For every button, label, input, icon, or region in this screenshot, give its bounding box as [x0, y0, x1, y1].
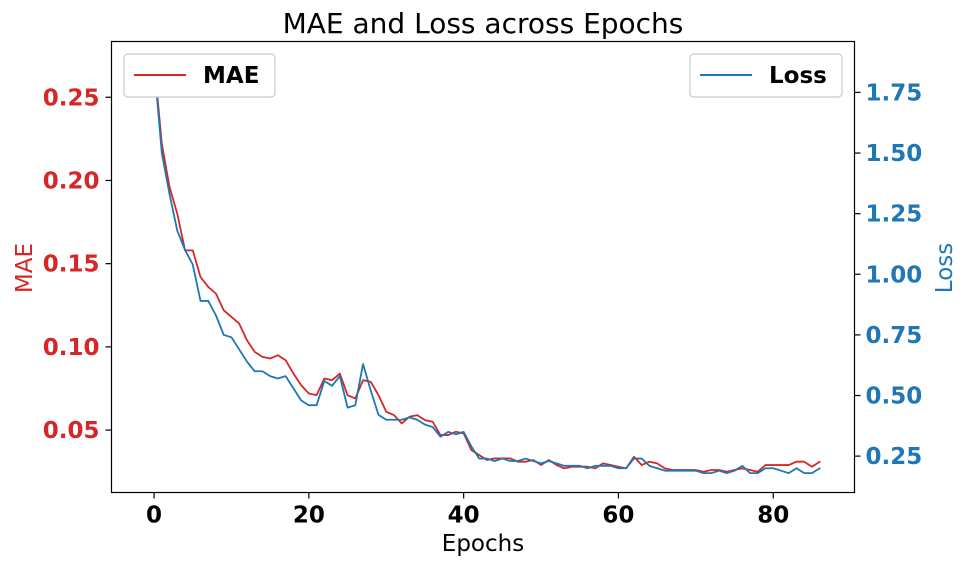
x-tick-label: 60: [602, 503, 634, 529]
right-tick-label: 1.00: [866, 262, 923, 288]
right-axis-ticks: 0.25 0.50 0.75 1.00 1.25 1.50 1.75: [854, 80, 923, 470]
right-tick-label: 0.75: [866, 323, 923, 349]
left-tick-label: 0.25: [43, 85, 100, 111]
right-tick-label: 1.75: [866, 80, 923, 106]
left-tick-label: 0.10: [43, 335, 100, 361]
right-axis-label: Loss: [932, 243, 958, 293]
x-tick-label: 20: [293, 503, 325, 529]
x-tick-label: 0: [146, 503, 162, 529]
right-tick-label: 0.25: [866, 444, 923, 470]
series-line-loss: [153, 62, 821, 475]
plot-lines: [153, 59, 821, 475]
left-tick-label: 0.15: [43, 252, 100, 278]
right-tick-label: 0.50: [866, 384, 923, 410]
legend-mae-box: [123, 53, 276, 98]
x-axis-ticks: 0 20 40 60 80: [146, 492, 789, 529]
legend-mae-label: MAE: [203, 63, 259, 89]
right-tick-label: 1.25: [866, 202, 923, 228]
plot-frame: [110, 40, 856, 494]
left-tick-label: 0.05: [43, 418, 100, 444]
right-tick-label: 1.50: [866, 141, 923, 167]
x-axis-label: Epochs: [442, 531, 524, 557]
legend-mae: MAE: [123, 53, 276, 98]
legend-loss: Loss: [689, 53, 843, 98]
x-tick-label: 80: [757, 503, 789, 529]
left-axis-ticks: 0.05 0.10 0.15 0.20 0.25: [43, 85, 112, 444]
legend-loss-label: Loss: [769, 63, 827, 89]
x-tick-label: 40: [448, 503, 480, 529]
left-axis-label: MAE: [12, 243, 38, 293]
left-tick-label: 0.20: [43, 168, 100, 194]
series-line-mae: [153, 59, 821, 473]
legend-loss-box: [689, 53, 843, 98]
chart-title: MAE and Loss across Epochs: [283, 7, 684, 40]
